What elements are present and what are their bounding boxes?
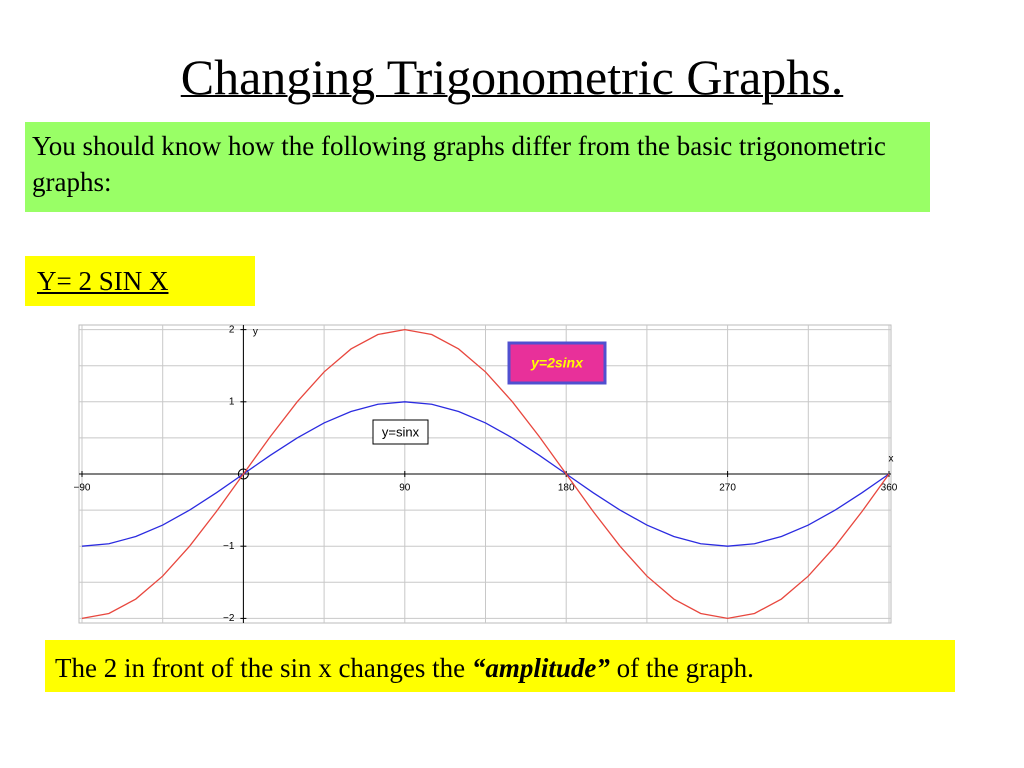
series-line (81, 401, 890, 547)
x-tick-label: 360 (881, 483, 898, 494)
y-tick-label: −2 (223, 613, 235, 624)
y-axis-label: y (253, 327, 258, 338)
slide-title: Changing Trigonometric Graphs. (180, 49, 844, 105)
series-label: y=2sinx (530, 355, 584, 371)
x-tick-label: 180 (558, 483, 575, 494)
x-tick-label: 270 (719, 483, 736, 494)
equation-box: Y= 2 SIN X (25, 256, 255, 306)
x-tick-label: −90 (74, 483, 91, 494)
series-line (81, 328, 890, 620)
conclusion-emphasis: “amplitude” (471, 653, 610, 683)
x-axis-label: x (889, 454, 894, 465)
y-tick-label: 1 (229, 396, 235, 407)
conclusion-text: The 2 in front of the sin x changes the (55, 653, 472, 683)
series-label-box (507, 341, 607, 385)
series-label-box (372, 419, 429, 445)
y-tick-label: −1 (223, 541, 235, 552)
y-tick-label: 2 (229, 324, 235, 335)
series-label: y=sinx (382, 424, 420, 439)
conclusion-box: The 2 in front of the sin x changes the … (45, 640, 955, 692)
conclusion-text: of the graph. (609, 653, 754, 683)
origin-marker (237, 468, 249, 480)
intro-box: You should know how the following graphs… (25, 122, 930, 212)
x-tick-label: 90 (399, 483, 411, 494)
